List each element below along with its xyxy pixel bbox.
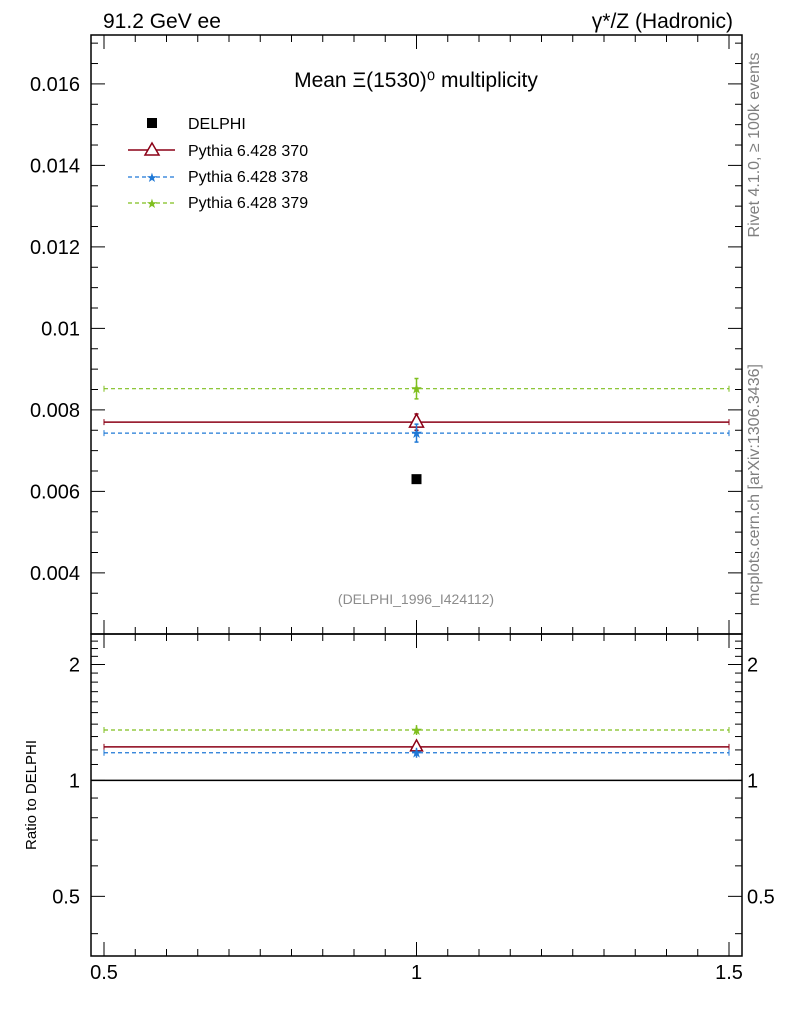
point-delphi	[411, 474, 422, 485]
ratio-ylabel: Ratio to DELPHI	[23, 740, 40, 850]
lower-ytick-label-right: 1	[747, 770, 758, 792]
lower-xtick-label: 1.5	[715, 962, 743, 984]
legend: DELPHI Pythia 6.428 370 ★ Pythia 6.428 3…	[128, 116, 308, 212]
upper-marks: ★★	[103, 377, 730, 485]
legend-entry-p370: Pythia 6.428 370	[128, 141, 308, 160]
legend-marker-delphi	[147, 118, 157, 128]
lower-frame	[90, 633, 743, 957]
legend-label-p378: Pythia 6.428 378	[188, 169, 308, 186]
legend-label-p370: Pythia 6.428 370	[188, 143, 308, 160]
lower-marks: ★★	[91, 722, 742, 782]
ratio-point-p378: ★	[410, 745, 423, 761]
lower-ytick-label-left: 2	[69, 654, 80, 676]
legend-entry-delphi: DELPHI	[147, 116, 246, 133]
upper-ytick-label: 0.006	[30, 481, 80, 503]
upper-ticks: 0.004 0.006 0.008 0.01 0.012 0.014 0.016	[30, 35, 742, 634]
header-left: 91.2 GeV ee	[103, 10, 221, 33]
legend-marker-p378: ★	[146, 170, 158, 185]
mcplots-label: mcplots.cern.ch [arXiv:1306.3436]	[746, 364, 763, 606]
upper-ytick-label: 0.01	[41, 318, 80, 340]
lower-ytick-label-left: 0.5	[52, 886, 80, 908]
legend-entry-p378: ★ Pythia 6.428 378	[128, 169, 308, 186]
lower-xtick-label: 1	[411, 962, 422, 984]
lower-ticks: 0.5 0.5 1 1 2 2 0.5 1 1.5	[52, 634, 775, 984]
legend-label-p379: Pythia 6.428 379	[188, 195, 308, 212]
legend-marker-p379: ★	[146, 196, 158, 211]
legend-label-delphi: DELPHI	[188, 116, 246, 133]
watermark: (DELPHI_1996_I424112)	[338, 591, 494, 607]
upper-ytick-label: 0.008	[30, 400, 80, 422]
point-p378: ★	[410, 425, 423, 441]
legend-entry-p379: ★ Pythia 6.428 379	[128, 195, 308, 212]
lower-ytick-label-left: 1	[69, 770, 80, 792]
rivet-label: Rivet 4.1.0, ≥ 100k events	[746, 53, 763, 238]
legend-marker-p370	[143, 141, 161, 156]
upper-ytick-label: 0.016	[30, 74, 80, 96]
upper-ytick-label: 0.004	[30, 563, 80, 585]
lower-xtick-label: 0.5	[90, 962, 118, 984]
lower-ytick-label-right: 2	[747, 654, 758, 676]
ratio-point-p379: ★	[410, 722, 423, 738]
upper-ytick-label: 0.012	[30, 237, 80, 259]
lower-panel: 0.5 0.51 12 20.5 1 1.5 ★★ Ratio to DELPHI	[23, 633, 775, 984]
upper-title: Mean Ξ(1530)⁰ multiplicity	[294, 69, 538, 92]
header-right: γ*/Z (Hadronic)	[592, 10, 733, 33]
upper-panel: 0.004 0.006 0.008 0.01 0.012 0.014 0.016 Mean …	[30, 34, 743, 635]
lower-ytick-label-right: 0.5	[747, 886, 775, 908]
upper-ytick-label: 0.014	[30, 155, 80, 177]
point-p379: ★	[410, 381, 423, 397]
